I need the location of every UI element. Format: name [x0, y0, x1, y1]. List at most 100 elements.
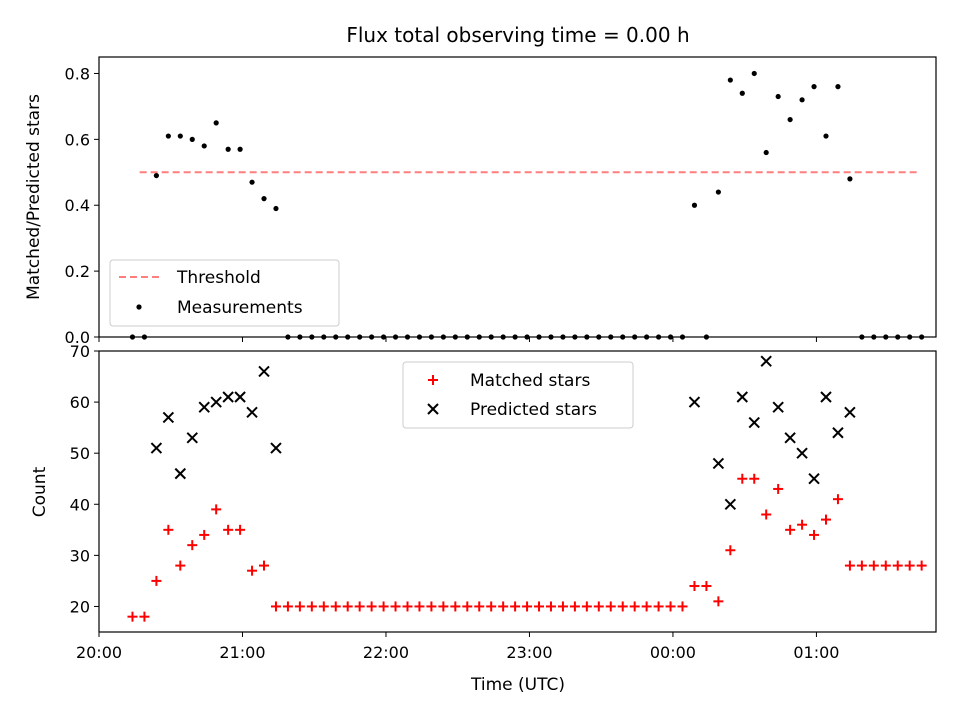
ratio-panel: 0.00.20.40.60.8 Matched/Predicted stars … [24, 56, 937, 347]
count-marks [127, 355, 927, 622]
predicted-star-point [772, 401, 784, 413]
matched-star-point [701, 581, 712, 592]
measurement-point [153, 172, 159, 179]
legend-matched-swatch [428, 375, 438, 385]
count-axes-frame [98, 350, 937, 633]
matched-star-point [318, 601, 329, 612]
measurement-point [727, 77, 733, 83]
measurement-point [189, 136, 195, 142]
ratio-y-ticks: 0.0 0.2 0.4 0.6 0.8 [65, 64, 99, 347]
matched-star-point [534, 601, 545, 612]
ratio-legend-box [109, 259, 340, 327]
matched-star-point [677, 601, 688, 612]
matched-star-point [127, 611, 138, 622]
measurement-point [213, 120, 219, 126]
predicted-star-point [174, 467, 187, 480]
measurement-point [165, 133, 171, 139]
matched-star-point [605, 601, 616, 612]
matched-star-point [737, 473, 748, 484]
predicted-star-point [688, 396, 701, 408]
matched-star-point [378, 601, 389, 612]
matched-star-point [557, 601, 568, 612]
legend-predicted-label: Predicted stars [470, 400, 597, 420]
matched-star-point [450, 601, 461, 612]
matched-star-point [809, 529, 820, 540]
count-y-tick-label: 60 [70, 393, 90, 412]
matched-star-point [545, 601, 556, 612]
count-y-axis-label: Count [30, 466, 50, 517]
matched-star-point [498, 601, 509, 612]
matched-star-point [581, 601, 592, 612]
predicted-star-point [270, 442, 282, 454]
matched-star-point [569, 601, 580, 612]
legend-threshold-label: Threshold [176, 268, 261, 288]
legend-matched-label: Matched stars [470, 371, 590, 391]
matched-star-point [163, 524, 174, 535]
matched-star-point [247, 565, 258, 576]
matched-star-point [199, 529, 210, 540]
measurement-point [847, 176, 853, 182]
matched-star-point [797, 519, 808, 530]
predicted-star-point [712, 457, 725, 470]
matched-star-point [223, 524, 234, 535]
measurement-point [225, 146, 231, 152]
predicted-star-point [832, 427, 844, 439]
x-tick-label: 00:00 [650, 643, 696, 662]
matched-star-point [761, 509, 772, 520]
matched-star-point [820, 514, 831, 525]
count-y-tick-label: 70 [70, 342, 90, 361]
predicted-star-point [760, 355, 772, 367]
matched-star-point [402, 601, 413, 612]
matched-star-point [354, 601, 365, 612]
measurement-point [799, 97, 805, 103]
x-tick-label: 21:00 [219, 643, 265, 662]
matched-star-point [904, 560, 915, 571]
matched-star-point [438, 601, 449, 612]
x-tick-label: 23:00 [506, 643, 552, 662]
matched-star-point [749, 473, 760, 484]
predicted-star-point [736, 391, 749, 403]
matched-star-point [342, 601, 353, 612]
predicted-star-point [162, 411, 175, 424]
measurement-point [751, 70, 757, 77]
measurement-point [763, 149, 769, 156]
matched-star-point [462, 601, 473, 612]
measurement-point [787, 116, 793, 123]
matched-star-point [713, 596, 724, 607]
ratio-y-axis-label: Matched/Predicted stars [24, 94, 44, 300]
matched-star-point [270, 601, 281, 612]
ratio-y-tick-label: 0.4 [65, 196, 90, 215]
matched-star-point [474, 601, 485, 612]
predicted-star-point [784, 432, 796, 444]
predicted-star-point [796, 447, 808, 459]
measurement-point [835, 84, 841, 90]
x-tick-label: 20:00 [76, 643, 122, 662]
chart-title: Flux total observing time = 0.00 h [346, 23, 689, 47]
matched-star-point [366, 601, 377, 612]
matched-star-point [259, 560, 270, 571]
predicted-star-point [234, 391, 246, 403]
ratio-x-ticks [98, 337, 817, 342]
measurement-point [237, 146, 243, 152]
measurement-point [775, 93, 781, 100]
matched-star-point [426, 601, 437, 612]
matched-star-point [653, 601, 664, 612]
matched-star-point [832, 494, 843, 505]
matched-star-point [725, 545, 736, 556]
predicted-star-point [198, 401, 210, 413]
matched-star-point [139, 611, 150, 622]
count-legend: Matched stars Predicted stars [402, 361, 634, 429]
matched-star-point [892, 560, 903, 571]
ratio-y-tick-label: 0.8 [65, 64, 90, 83]
predicted-star-point [210, 396, 222, 408]
matched-star-point [390, 601, 401, 612]
matched-star-point [282, 601, 293, 612]
predicted-star-point [246, 406, 258, 419]
matched-star-point [844, 560, 855, 571]
measurement-point [823, 133, 829, 139]
ratio-legend: Threshold Measurements [109, 259, 340, 327]
ratio-y-tick-label: 0.6 [65, 130, 90, 149]
count-y-tick-label: 20 [70, 597, 90, 616]
ratio-axes-frame [98, 56, 937, 338]
count-legend-box [402, 361, 634, 429]
